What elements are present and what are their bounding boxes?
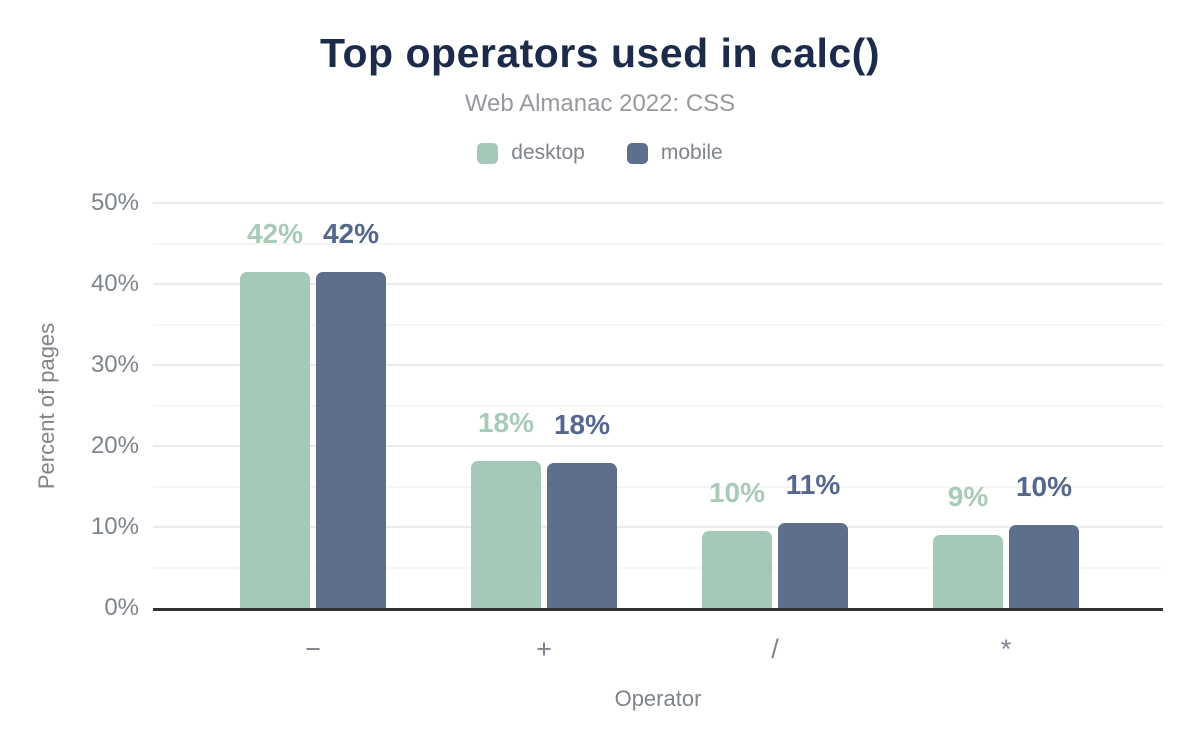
chart-title: Top operators used in calc() — [320, 30, 880, 76]
gridline-20 — [153, 445, 1163, 447]
bar-wrap-mobile-0: 42% — [316, 203, 386, 608]
bar-group-1: 18% 18% + — [471, 203, 617, 663]
bar-desktop-3 — [933, 535, 1003, 608]
gridline-5 — [153, 566, 1163, 569]
bar-wrap-mobile-1: 18% — [547, 203, 617, 608]
bar-value-label-desktop-0: 42% — [246, 217, 304, 249]
bar-value-label-mobile-2: 11% — [785, 468, 841, 500]
bar-group-3: 9% 10% * — [933, 203, 1079, 663]
gridline-10 — [153, 526, 1163, 528]
bar-mobile-1 — [547, 463, 617, 608]
y-axis-title: Percent of pages — [34, 322, 59, 489]
bar-wrap-desktop-2: 10% — [702, 203, 772, 608]
gridline-45 — [153, 242, 1163, 245]
bar-desktop-0 — [240, 271, 310, 608]
gridline-40 — [153, 283, 1163, 285]
gridline-50 — [153, 202, 1163, 204]
y-axis-title-wrap: Percent of pages — [34, 203, 59, 608]
bar-value-label-mobile-3: 10% — [1015, 471, 1073, 503]
bar-value-label-desktop-1: 18% — [477, 406, 535, 438]
bar-desktop-1 — [471, 460, 541, 608]
bar-wrap-desktop-1: 18% — [471, 203, 541, 608]
x-axis-title: Operator — [614, 686, 702, 711]
gridline-30 — [153, 364, 1163, 366]
bar-group-2: 10% 11% / — [702, 203, 848, 663]
bar-value-label-mobile-0: 42% — [322, 217, 380, 249]
bar-wrap-mobile-3: 10% — [1009, 203, 1079, 608]
bar-value-label-desktop-3: 9% — [947, 481, 989, 513]
plot-area: 0% 10% 20% 30% 40% 50% 42% 42% − 18% 18% +10% 11% / 9… — [34, 191, 1163, 710]
legend-item-desktop: desktop — [477, 141, 585, 165]
legend-swatch-desktop — [477, 142, 499, 164]
chart-subtitle: Web Almanac 2022: CSS — [464, 90, 736, 117]
bar-wrap-desktop-3: 9% — [933, 203, 1003, 608]
gridline-25 — [153, 404, 1163, 407]
y-tick-label-10: 10% — [90, 513, 139, 540]
bar-mobile-0 — [316, 271, 386, 608]
y-tick-label-50: 50% — [90, 189, 139, 216]
y-tick-label-20: 20% — [90, 432, 139, 459]
bar-desktop-2 — [702, 531, 772, 608]
x-tick-label-0: − — [305, 634, 321, 664]
bar-value-label-mobile-1: 18% — [553, 409, 611, 441]
legend-label-desktop: desktop — [511, 141, 585, 164]
x-tick-label-2: / — [771, 634, 779, 664]
bar-value-label-desktop-2: 10% — [708, 477, 766, 509]
bar-wrap-desktop-0: 42% — [240, 203, 310, 608]
bar-group-0: 42% 42% − — [240, 203, 386, 663]
y-tick-label-30: 30% — [90, 351, 139, 378]
bar-mobile-2 — [778, 522, 848, 608]
legend-swatch-mobile — [626, 142, 648, 164]
y-tick-label-40: 40% — [90, 270, 139, 297]
bar-mobile-3 — [1009, 525, 1079, 608]
x-tick-label-3: * — [1000, 634, 1012, 664]
y-tick-label-0: 0% — [104, 594, 139, 621]
legend: desktop mobile — [0, 141, 1200, 165]
gridline-35 — [153, 323, 1163, 326]
bar-wrap-mobile-2: 11% — [778, 203, 848, 608]
legend-item-mobile: mobile — [626, 141, 723, 165]
x-tick-label-1: + — [536, 634, 552, 664]
gridline-15 — [153, 485, 1163, 488]
legend-label-mobile: mobile — [660, 141, 723, 164]
bar-groups: 42% 42% − 18% 18% +10% 11% / 9% 10% * — [153, 203, 1163, 663]
